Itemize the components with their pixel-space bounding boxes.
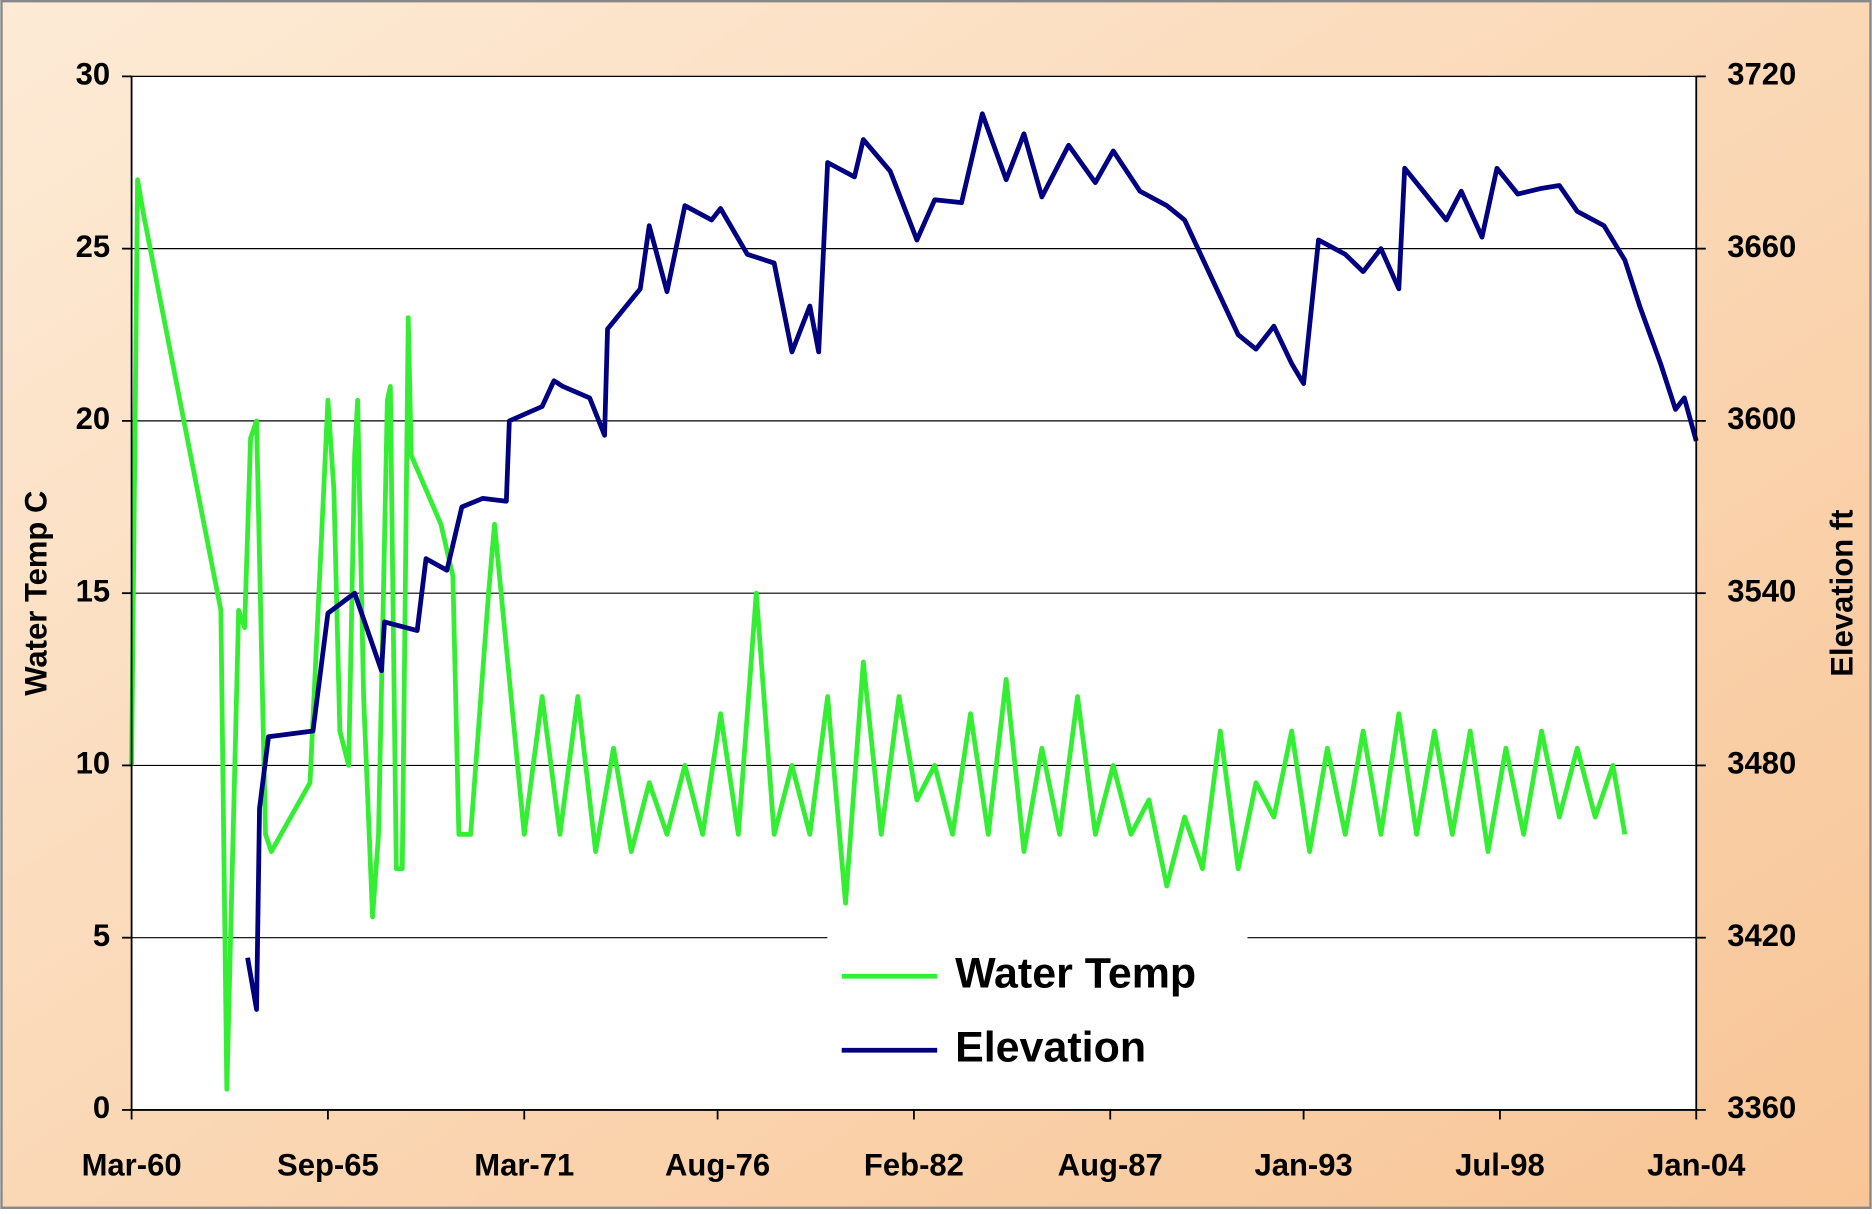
y2-tick-label: 3540 [1727,573,1796,608]
x-tick-label: Jan-04 [1647,1147,1746,1182]
y-axis-title: Water Temp C [19,491,54,696]
x-tick-label: Mar-71 [474,1147,574,1182]
y-tick-label: 25 [76,229,111,264]
y2-axis-title: Elevation ft [1824,510,1859,677]
series-line [129,177,1628,1092]
y2-tick-label: 3720 [1727,57,1796,92]
y-tick-label: 20 [76,401,111,436]
x-tick-label: Feb-82 [864,1147,964,1182]
series-line [245,111,1699,1012]
x-tick-label: Sep-65 [277,1147,379,1182]
y2-tick-label: 3600 [1727,401,1796,436]
x-tick-label: Jan-93 [1254,1147,1352,1182]
legend-label: Elevation [955,1024,1146,1072]
y2-tick-label: 3480 [1727,746,1796,781]
x-tick-label: Aug-76 [665,1147,770,1182]
y2-tick-label: 3420 [1727,918,1796,953]
y-tick-label: 0 [93,1090,110,1125]
y-tick-label: 30 [76,57,111,92]
x-tick-label: Mar-60 [82,1147,182,1182]
y-tick-label: 5 [93,918,110,953]
legend-box [827,930,1248,1093]
y-tick-label: 10 [76,746,111,781]
x-tick-label: Aug-87 [1058,1147,1163,1182]
y-tick-label: 15 [76,573,111,608]
x-tick-label: Jul-98 [1455,1147,1545,1182]
y2-tick-label: 3360 [1727,1090,1796,1125]
y2-tick-label: 3660 [1727,229,1796,264]
legend-label: Water Temp [955,950,1196,998]
